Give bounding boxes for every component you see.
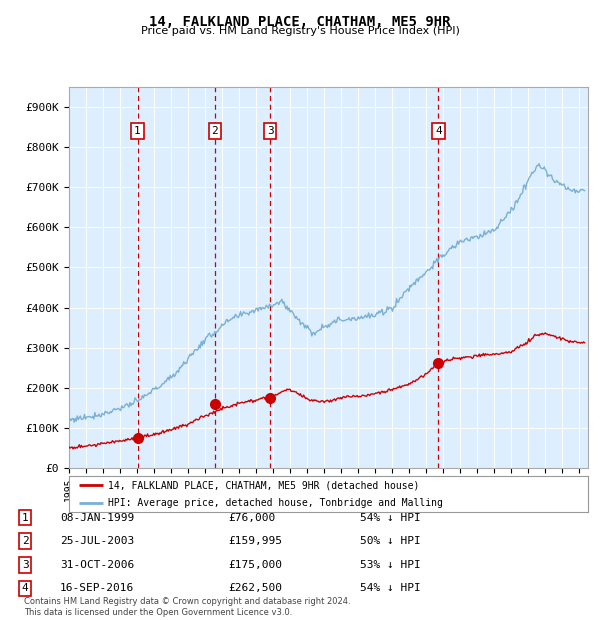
Text: 4: 4	[435, 126, 442, 136]
Text: 54% ↓ HPI: 54% ↓ HPI	[360, 583, 421, 593]
Text: 53% ↓ HPI: 53% ↓ HPI	[360, 560, 421, 570]
Text: £262,500: £262,500	[228, 583, 282, 593]
Text: 50% ↓ HPI: 50% ↓ HPI	[360, 536, 421, 546]
Text: £159,995: £159,995	[228, 536, 282, 546]
Text: 14, FALKLAND PLACE, CHATHAM, ME5 9HR: 14, FALKLAND PLACE, CHATHAM, ME5 9HR	[149, 16, 451, 30]
Text: 3: 3	[267, 126, 274, 136]
Text: 2: 2	[211, 126, 218, 136]
Text: £76,000: £76,000	[228, 513, 275, 523]
Text: 1: 1	[22, 513, 29, 523]
Text: 2: 2	[22, 536, 29, 546]
Text: 08-JAN-1999: 08-JAN-1999	[60, 513, 134, 523]
Text: HPI: Average price, detached house, Tonbridge and Malling: HPI: Average price, detached house, Tonb…	[108, 497, 443, 508]
Text: 4: 4	[22, 583, 29, 593]
Text: Price paid vs. HM Land Registry's House Price Index (HPI): Price paid vs. HM Land Registry's House …	[140, 26, 460, 36]
Text: 1: 1	[134, 126, 141, 136]
Text: 31-OCT-2006: 31-OCT-2006	[60, 560, 134, 570]
Text: 54% ↓ HPI: 54% ↓ HPI	[360, 513, 421, 523]
Text: 3: 3	[22, 560, 29, 570]
Text: 16-SEP-2016: 16-SEP-2016	[60, 583, 134, 593]
Text: 25-JUL-2003: 25-JUL-2003	[60, 536, 134, 546]
Text: Contains HM Land Registry data © Crown copyright and database right 2024.
This d: Contains HM Land Registry data © Crown c…	[24, 598, 350, 617]
Text: £175,000: £175,000	[228, 560, 282, 570]
Text: 14, FALKLAND PLACE, CHATHAM, ME5 9HR (detached house): 14, FALKLAND PLACE, CHATHAM, ME5 9HR (de…	[108, 480, 419, 490]
